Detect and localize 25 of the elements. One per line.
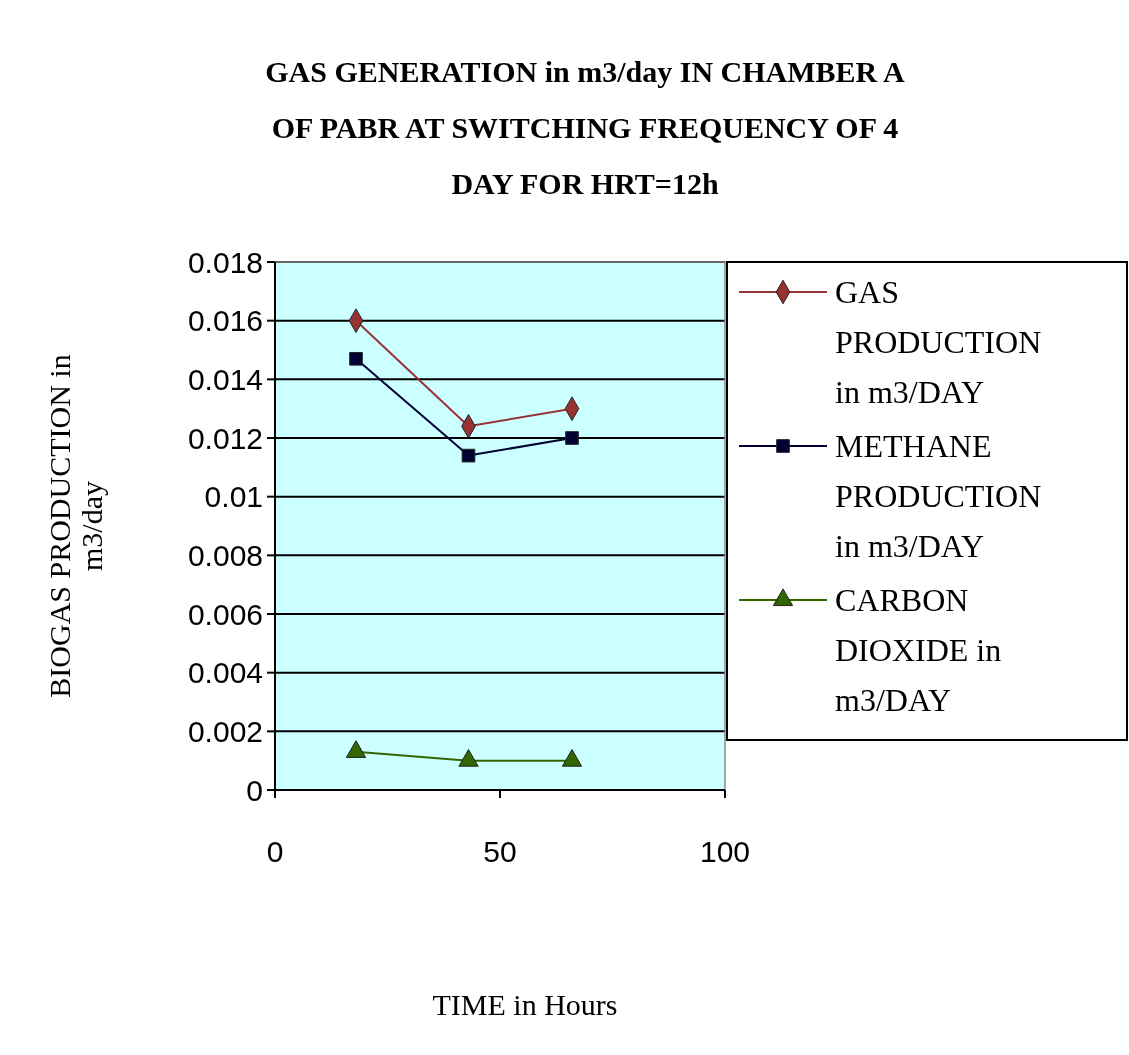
point	[461, 448, 476, 463]
legend-label: METHANE PRODUCTION in m3/DAY	[835, 428, 1042, 564]
y-tick-label: 0.01	[204, 480, 263, 514]
point	[345, 740, 367, 758]
legend-label: CARBON DIOXIDE in m3/DAY	[835, 582, 1002, 718]
y-tick-label: 0.004	[187, 656, 263, 690]
x-tick-label: 100	[699, 835, 751, 868]
y-tick-label: 0.008	[187, 538, 263, 572]
y-tick-label: 0.002	[187, 714, 263, 748]
y-tick-label: 0.016	[187, 304, 263, 338]
point	[458, 749, 479, 767]
y-tick-label: 0	[246, 773, 263, 807]
point	[349, 351, 363, 366]
y-axis-title: BIOGAS PRODUCTION in m3/day	[43, 354, 108, 698]
point	[565, 431, 579, 445]
y-tick-label: 0.014	[187, 362, 263, 396]
legend-label: GAS PRODUCTION in m3/DAY	[835, 274, 1042, 410]
y-tick-label: 0.006	[187, 597, 263, 631]
x-tick-label: 0	[266, 835, 284, 868]
y-tick-label: 0.012	[187, 421, 263, 455]
x-axis-title: TIME in Hours	[432, 988, 618, 1021]
chart-title: GAS GENERATION in m3/day IN CHAMBER A OF PABR AT SWITCHING FREQUENCY OF 4 DAY FOR HRT=12h	[265, 55, 906, 200]
x-tick-label: 50	[483, 835, 517, 868]
point	[561, 749, 583, 767]
y-tick-label: 0.018	[187, 245, 263, 279]
